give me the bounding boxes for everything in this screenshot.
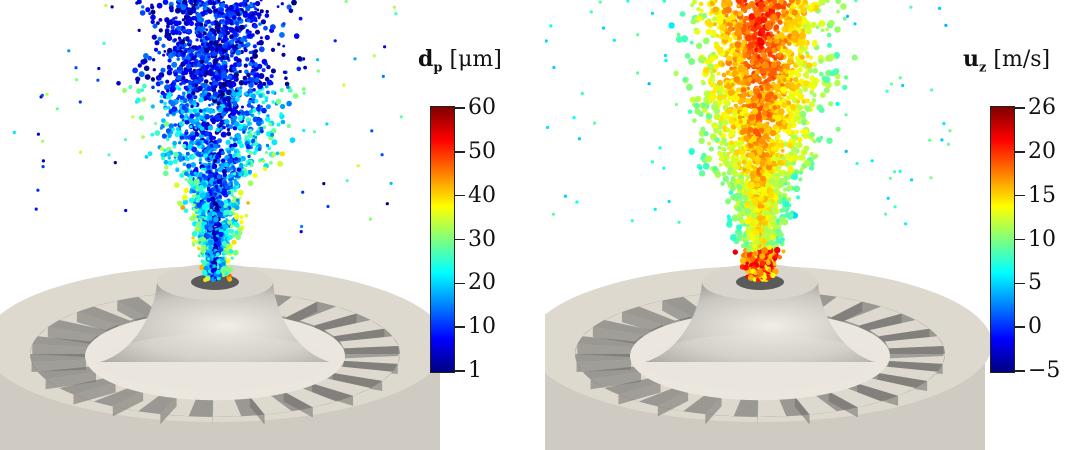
colorbar-tick <box>1015 151 1025 153</box>
particle-diameter-panel: dp [μm] 60 50 40 30 20 10 1 <box>0 0 544 450</box>
colorbar-tick <box>1015 238 1025 241</box>
colorbar-tick-label: 10 <box>1028 226 1056 252</box>
colorbar-tick <box>1015 282 1025 285</box>
colorbar-tick-label: 60 <box>468 95 496 120</box>
colorbar-tick-label: 5 <box>1028 270 1042 296</box>
colorbar-subscript: z <box>979 60 987 76</box>
particle-spray <box>545 0 952 283</box>
colorbar-tick-label: 1 <box>468 358 482 383</box>
colorbar-tick <box>455 370 465 372</box>
atomizer-geometry <box>0 264 447 450</box>
colorbar-tick-label: 40 <box>468 182 496 208</box>
colorbar-tick <box>455 238 465 241</box>
colorbar-tick <box>455 151 465 153</box>
colorbar-tick-label: 50 <box>468 138 496 164</box>
particle-spray <box>12 0 403 283</box>
colorbar-tick-label: 30 <box>468 226 496 252</box>
colorbar-tick <box>1015 194 1025 197</box>
colorbar-tick-label: 0 <box>1028 314 1042 340</box>
colorbar-tick <box>455 194 465 197</box>
colorbar-tick-label: 15 <box>1028 182 1056 208</box>
colorbar-tick-label: 10 <box>468 314 496 340</box>
colorbar-tick <box>1015 107 1025 109</box>
colorbar-diameter <box>430 106 455 373</box>
axial-velocity-panel: uz [m/s] 26 20 15 10 5 0 −5 <box>545 0 1089 450</box>
colorbar-subscript: p <box>433 60 443 76</box>
colorbar-title-velocity: uz [m/s] <box>963 46 1050 75</box>
colorbar-velocity <box>990 106 1015 373</box>
colorbar-tick-label: 26 <box>1028 95 1056 120</box>
atomizer-scene-diameter <box>0 0 447 450</box>
colorbar-tick <box>1015 326 1025 328</box>
colorbar-tick <box>455 107 465 109</box>
colorbar-symbol: u <box>963 46 979 72</box>
colorbar-tick <box>1015 370 1025 372</box>
atomizer-scene-velocity <box>545 0 992 450</box>
colorbar-title-diameter: dp [μm] <box>418 46 502 75</box>
colorbar-tick-label: −5 <box>1028 358 1061 383</box>
colorbar-tick-label: 20 <box>468 270 496 296</box>
colorbar-tick-label: 20 <box>1028 138 1056 164</box>
colorbar-symbol: d <box>418 46 434 72</box>
colorbar-unit: [m/s] <box>993 47 1051 72</box>
colorbar-unit: [μm] <box>449 47 502 72</box>
colorbar-tick <box>455 282 465 285</box>
atomizer-geometry <box>545 264 992 450</box>
colorbar-tick <box>455 326 465 328</box>
